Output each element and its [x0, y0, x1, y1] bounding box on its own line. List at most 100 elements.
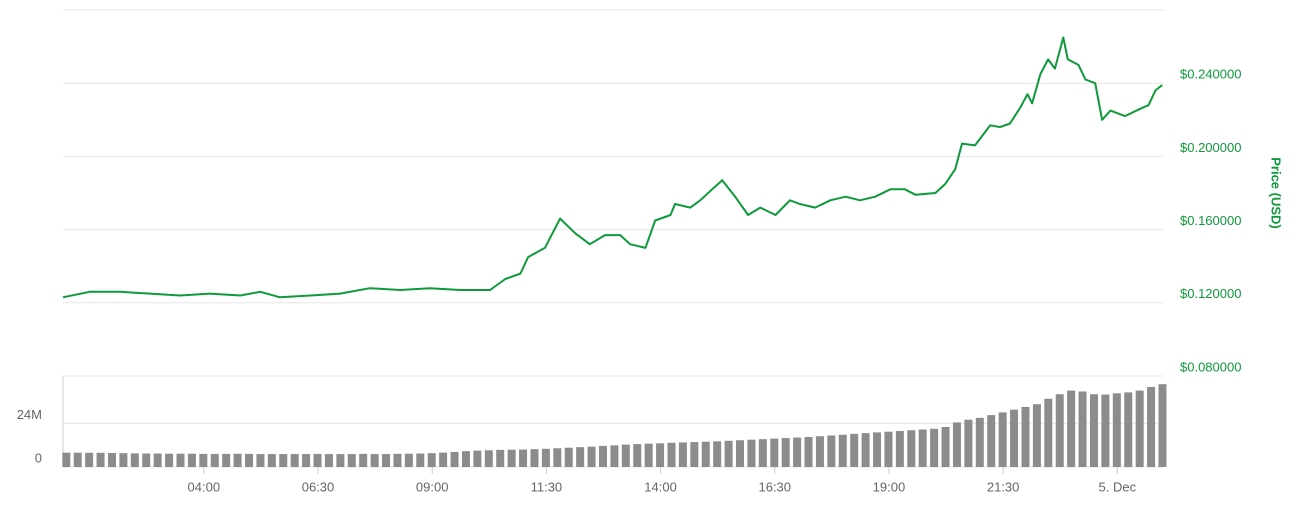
- y-tick-label: $0.240000: [1180, 67, 1241, 82]
- volume-bar: [1021, 406, 1030, 467]
- volume-bar: [975, 417, 984, 467]
- volume-bar: [884, 431, 893, 467]
- volume-bar: [324, 454, 333, 467]
- volume-bar: [770, 438, 779, 467]
- volume-bar: [690, 442, 699, 467]
- volume-bar: [279, 454, 288, 467]
- y-tick-label: 24M: [17, 407, 42, 422]
- volume-bar: [1147, 386, 1156, 467]
- volume-bar: [621, 444, 630, 467]
- volume-bar: [1055, 394, 1064, 467]
- x-tick-label: 19:00: [873, 479, 906, 494]
- volume-bar: [850, 433, 859, 467]
- volume-bar: [598, 445, 607, 467]
- volume-bar: [62, 452, 71, 467]
- volume-bar: [313, 453, 322, 467]
- y-tick-label: $0.120000: [1180, 286, 1241, 301]
- volume-bar: [107, 452, 116, 467]
- x-tick-label: 14:00: [644, 479, 677, 494]
- volume-bar: [1044, 398, 1053, 467]
- volume-bar: [564, 447, 573, 467]
- volume-bar: [747, 439, 756, 467]
- volume-bar: [781, 438, 790, 467]
- volume-bar: [496, 449, 505, 467]
- volume-bar: [793, 437, 802, 467]
- volume-bar: [519, 449, 528, 467]
- volume-bar: [1032, 404, 1041, 467]
- volume-bar: [439, 452, 448, 467]
- volume-bar: [644, 443, 653, 467]
- volume-bar: [656, 443, 665, 467]
- volume-bar: [484, 450, 493, 467]
- volume-bar: [450, 451, 459, 467]
- volume-bar: [187, 453, 196, 467]
- volume-bar: [827, 435, 836, 467]
- volume-bar: [541, 448, 550, 467]
- volume-bar: [119, 453, 128, 467]
- volume-bar: [907, 430, 916, 467]
- volume-bar: [245, 453, 254, 467]
- volume-bar: [416, 453, 425, 467]
- volume-bar: [233, 453, 242, 467]
- volume-bar: [1124, 392, 1133, 467]
- volume-bar: [724, 440, 733, 467]
- volume-bar: [530, 449, 539, 467]
- volume-bar: [404, 453, 413, 467]
- volume-bar: [838, 434, 847, 467]
- volume-bar: [861, 433, 870, 467]
- volume-bar: [473, 450, 482, 467]
- volume-bar: [393, 453, 402, 467]
- volume-bar: [678, 442, 687, 467]
- volume-bar: [930, 428, 939, 467]
- volume-bar: [165, 453, 174, 467]
- volume-bar: [176, 453, 185, 467]
- volume-bar: [998, 412, 1007, 467]
- volume-bar: [1135, 390, 1144, 467]
- volume-bar: [587, 446, 596, 467]
- volume-bar: [427, 453, 436, 467]
- volume-bar: [576, 447, 585, 467]
- volume-bar: [153, 453, 162, 467]
- volume-bar: [256, 454, 265, 467]
- volume-bar: [918, 429, 927, 467]
- y-tick-label: $0.200000: [1180, 140, 1241, 155]
- x-tick-label: 04:00: [188, 479, 221, 494]
- x-tick-label: 21:30: [987, 479, 1020, 494]
- volume-bar: [222, 453, 231, 467]
- volume-bar: [1089, 394, 1098, 467]
- x-tick-label: 11:30: [531, 479, 563, 494]
- volume-bar: [952, 422, 961, 467]
- y-tick-label: $0.080000: [1180, 359, 1241, 374]
- x-tick-label: 06:30: [302, 479, 335, 494]
- volume-bar: [713, 441, 722, 467]
- volume-bar: [1078, 391, 1087, 467]
- volume-bar: [1158, 384, 1167, 467]
- volume-bar: [941, 426, 950, 467]
- volume-bar: [701, 441, 710, 467]
- price-line: [62, 36, 1163, 299]
- volume-bar: [359, 453, 368, 467]
- volume-bar: [73, 452, 82, 467]
- volume-bar: [336, 454, 345, 467]
- y-axis-title: Price (USD): [1269, 157, 1284, 229]
- volume-bar: [382, 454, 391, 467]
- volume-bar: [370, 454, 379, 467]
- x-tick-label: 16:30: [758, 479, 791, 494]
- volume-bar: [1101, 394, 1110, 467]
- volume-bar: [461, 451, 470, 467]
- volume-bar: [895, 430, 904, 467]
- volume-bar: [964, 419, 973, 467]
- volume-bar: [815, 436, 824, 467]
- volume-bar: [633, 444, 642, 467]
- volume-bar: [804, 436, 813, 467]
- volume-bar: [736, 440, 745, 467]
- volume-bar: [873, 432, 882, 467]
- volume-bar: [1112, 393, 1121, 467]
- y-tick-label: $0.160000: [1180, 213, 1241, 228]
- volume-bar: [507, 449, 516, 467]
- volume-bar: [267, 454, 276, 467]
- volume-bar: [553, 448, 562, 467]
- volume-bar: [302, 454, 311, 467]
- volume-bar: [130, 453, 139, 467]
